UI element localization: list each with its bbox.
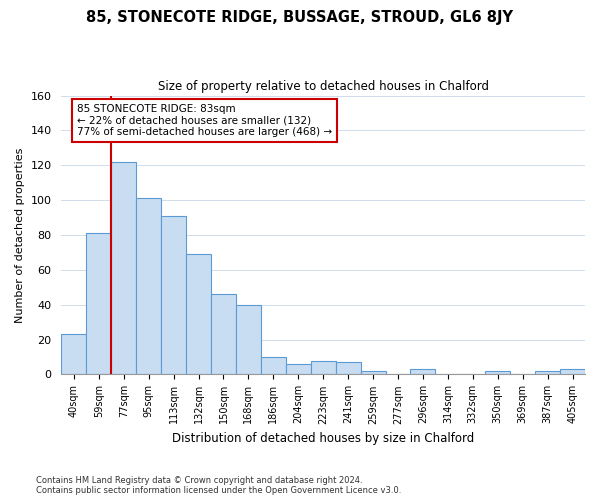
Bar — [86, 234, 111, 374]
Bar — [136, 198, 161, 374]
Text: Contains HM Land Registry data © Crown copyright and database right 2024.
Contai: Contains HM Land Registry data © Crown c… — [36, 476, 401, 495]
Bar — [61, 334, 86, 374]
Bar — [335, 362, 361, 374]
Bar — [410, 369, 436, 374]
X-axis label: Distribution of detached houses by size in Chalford: Distribution of detached houses by size … — [172, 432, 475, 445]
Bar — [211, 294, 236, 374]
Bar — [111, 162, 136, 374]
Y-axis label: Number of detached properties: Number of detached properties — [15, 148, 25, 322]
Text: 85 STONECOTE RIDGE: 83sqm
← 22% of detached houses are smaller (132)
77% of semi: 85 STONECOTE RIDGE: 83sqm ← 22% of detac… — [77, 104, 332, 137]
Bar — [161, 216, 186, 374]
Text: 85, STONECOTE RIDGE, BUSSAGE, STROUD, GL6 8JY: 85, STONECOTE RIDGE, BUSSAGE, STROUD, GL… — [86, 10, 514, 25]
Bar — [535, 371, 560, 374]
Bar — [236, 304, 261, 374]
Bar — [485, 371, 510, 374]
Title: Size of property relative to detached houses in Chalford: Size of property relative to detached ho… — [158, 80, 489, 93]
Bar — [286, 364, 311, 374]
Bar — [560, 369, 585, 374]
Bar — [361, 371, 386, 374]
Bar — [186, 254, 211, 374]
Bar — [311, 360, 335, 374]
Bar — [261, 357, 286, 374]
